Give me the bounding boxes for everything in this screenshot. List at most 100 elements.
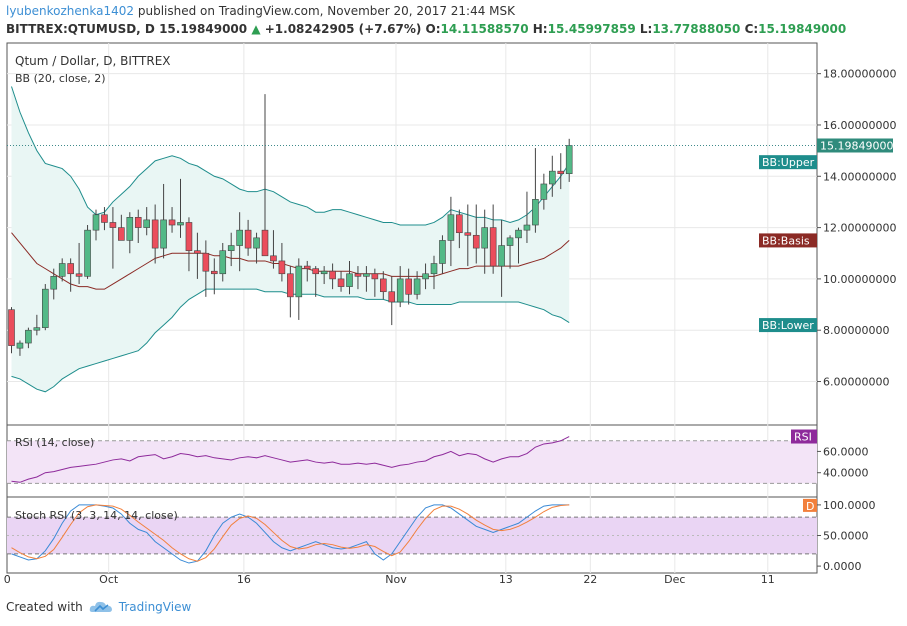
candle-body xyxy=(33,327,41,331)
candle-body xyxy=(430,263,438,275)
candle-body xyxy=(58,263,66,277)
candle-body xyxy=(211,270,218,275)
candle-body xyxy=(346,273,353,287)
y-tick-label: 18.00000000 xyxy=(823,68,896,81)
stoch-y-tick-label: 50.0000 xyxy=(823,530,869,543)
candle-body xyxy=(177,222,184,226)
rsi-title: RSI (14, close) xyxy=(15,436,94,449)
rsi-y-tick-label: 40.0000 xyxy=(823,467,869,480)
stoch-badge-label: D xyxy=(806,500,814,513)
candle-body xyxy=(413,278,421,295)
candle-body xyxy=(295,265,303,298)
bb-fill xyxy=(11,86,570,392)
x-tick-label: Nov xyxy=(385,573,407,586)
x-tick-label: 16 xyxy=(237,573,251,586)
candle-body xyxy=(202,252,210,272)
candle-body xyxy=(253,237,260,249)
publisher-user-link[interactable]: lyubenkozhenka1402 xyxy=(6,4,135,18)
x-tick-label: Oct xyxy=(99,573,119,586)
candle-body xyxy=(337,278,345,287)
candle-body xyxy=(50,276,58,290)
ohlc-line: BITTREX:QTUMUSD, D 15.19849000 ▲ +1.0824… xyxy=(6,22,846,36)
bb-basis-label: BB:Basis xyxy=(762,234,810,247)
candle-body xyxy=(126,217,134,241)
created-with-text: Created with xyxy=(6,600,83,614)
candle-body xyxy=(439,240,446,264)
bb-basis-label-badge xyxy=(759,233,817,248)
candle-body xyxy=(134,217,142,228)
bb-upper-label: BB:Upper xyxy=(762,156,815,169)
candle-body xyxy=(447,214,455,241)
candle-body xyxy=(185,222,193,251)
candle-body xyxy=(236,229,243,246)
change-up-icon: ▲ xyxy=(251,22,261,36)
candle-body xyxy=(379,278,387,293)
candle-body xyxy=(481,227,489,249)
candle-body xyxy=(194,250,201,254)
publisher-line: lyubenkozhenka1402 published on TradingV… xyxy=(6,4,515,18)
candle-body xyxy=(287,273,294,298)
candle-body xyxy=(41,288,49,328)
candle-body xyxy=(405,278,412,295)
last-price: 15.19849000 xyxy=(159,22,248,36)
bb-upper-label-badge xyxy=(759,155,817,170)
y-tick-label: 8.00000000 xyxy=(823,324,889,337)
rsi-y-tick-label: 60.0000 xyxy=(823,445,869,458)
rsi-line xyxy=(11,436,570,483)
candle-body xyxy=(396,278,404,303)
stoch-y-tick-label: 0.0000 xyxy=(823,560,862,573)
tradingview-brand-link[interactable]: TradingView xyxy=(118,600,192,614)
chart-title: Qtum / Dollar, D, BITTREX xyxy=(15,54,171,68)
candle-body xyxy=(498,245,505,267)
candle-body xyxy=(540,183,548,200)
tradingview-cloud-icon xyxy=(89,601,112,612)
bb-lower-label-badge xyxy=(759,318,817,333)
stoch-title: Stoch RSI (3, 3, 14, 14, close) xyxy=(15,509,178,522)
candle-body xyxy=(84,229,91,277)
candle-body xyxy=(227,245,235,251)
candle-body xyxy=(354,273,362,277)
candle-body xyxy=(464,232,472,236)
close-label: C: xyxy=(744,22,759,36)
low-label: L: xyxy=(639,22,653,36)
candle-body xyxy=(472,234,480,249)
stoch-k-line xyxy=(11,504,570,564)
candle-body xyxy=(151,219,159,249)
candle-body xyxy=(548,170,556,185)
candle-body xyxy=(312,268,320,275)
y-tick-label: 6.00000000 xyxy=(823,376,889,389)
candle-body xyxy=(557,170,565,175)
candle-body xyxy=(329,270,336,280)
stoch-badge xyxy=(803,498,817,512)
candle-body xyxy=(270,255,277,262)
candle-body xyxy=(278,260,286,275)
candle-body xyxy=(101,214,108,223)
candle-body xyxy=(160,219,167,249)
rsi-band xyxy=(7,440,817,484)
candle-body xyxy=(388,291,396,303)
candle-body xyxy=(363,273,370,277)
candle-body xyxy=(303,265,311,269)
high-value: 15.45997859 xyxy=(547,22,636,36)
candle-body xyxy=(320,270,328,275)
candle-body xyxy=(489,227,497,267)
candle-body xyxy=(532,199,539,226)
low-value: 13.77888050 xyxy=(652,22,741,36)
footer: Created with TradingView xyxy=(6,600,191,614)
high-label: H: xyxy=(532,22,548,36)
close-value: 15.19849000 xyxy=(758,22,847,36)
y-tick-label: 10.00000000 xyxy=(823,273,896,286)
candle-body xyxy=(109,222,117,228)
symbol-label: BITTREX:QTUMUSD, D xyxy=(6,22,155,36)
candle-body xyxy=(75,273,83,277)
x-tick-label: 13 xyxy=(499,573,513,586)
candle-body xyxy=(168,219,176,226)
candle-body xyxy=(118,227,125,241)
candle-body xyxy=(244,229,252,249)
candle-body xyxy=(422,273,429,280)
x-tick-label: 0 xyxy=(4,573,11,586)
candle-body xyxy=(371,273,379,280)
published-text: published on TradingView.com, November 2… xyxy=(137,4,516,18)
candle-body xyxy=(565,145,573,175)
